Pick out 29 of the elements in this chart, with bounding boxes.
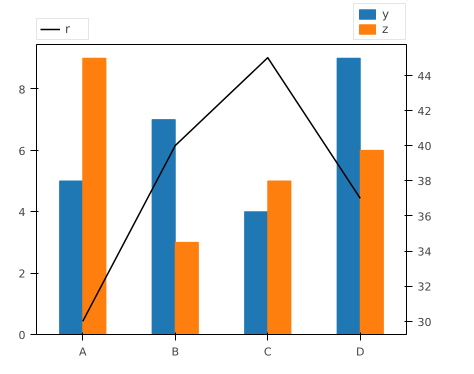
x-tick-label: D (356, 346, 364, 358)
y2-tick-label: 32 (418, 280, 432, 294)
y-tick-label: 6 (18, 144, 26, 158)
legend-label: z (382, 22, 390, 36)
bar (336, 58, 361, 334)
bar (152, 119, 176, 334)
x-tick-label: B (171, 346, 180, 358)
bar (82, 58, 106, 334)
x-tick-label: A (78, 346, 87, 358)
y2-tick-label: 38 (418, 175, 432, 188)
y2-tick-label: 34 (418, 246, 432, 259)
bar (174, 242, 199, 334)
legend-label: r (65, 22, 71, 36)
y2-tick-label: 42 (418, 104, 432, 118)
line-series (82, 56, 361, 322)
y2-tick-label: 40 (418, 140, 432, 154)
y-tick-label: 8 (18, 83, 26, 96)
bar (267, 180, 292, 334)
legend-label: y (382, 7, 390, 21)
y2-tick-label: 36 (418, 210, 432, 224)
bar (59, 180, 84, 334)
y-tick-label: 0 (18, 329, 26, 342)
y2-tick-label: 30 (418, 316, 432, 329)
x-tick-label: C (264, 346, 272, 358)
bar (244, 211, 268, 334)
bar (360, 150, 384, 334)
y2-tick-label: 44 (418, 70, 432, 83)
y-tick-label: 2 (18, 268, 26, 281)
y-tick-label: 4 (18, 206, 26, 220)
